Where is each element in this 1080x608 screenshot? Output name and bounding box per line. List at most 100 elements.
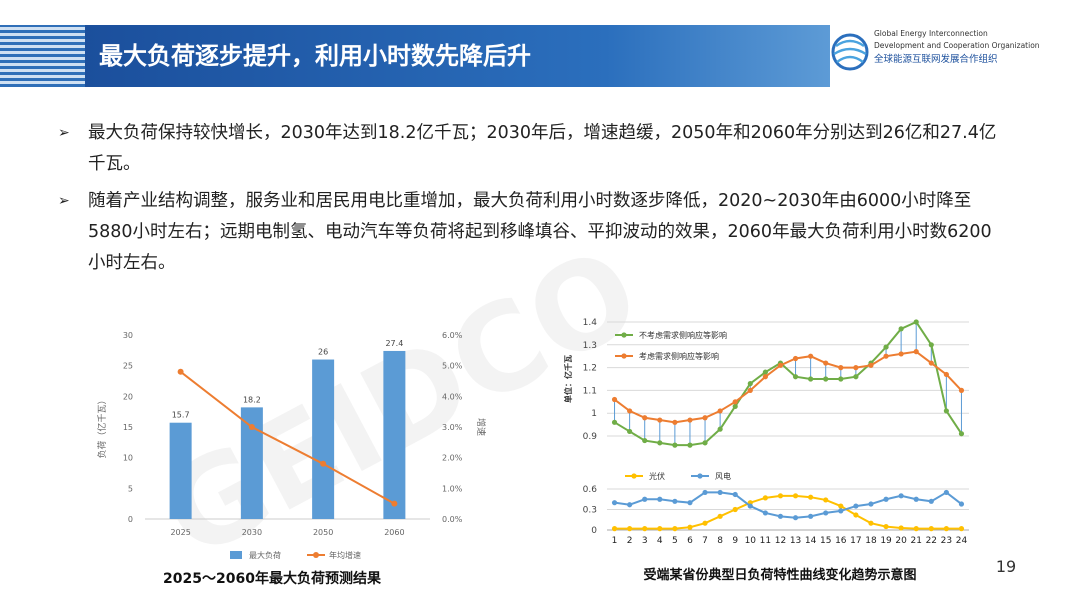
line-point — [657, 440, 663, 446]
x-tick-label: 2060 — [384, 528, 404, 537]
y-tick-label: 30 — [123, 331, 133, 340]
legend-label: 不考虑需求侧响应等影响 — [639, 330, 727, 340]
line-point — [913, 349, 919, 355]
header-stripes — [0, 25, 85, 87]
value-label: 15.7 — [172, 411, 190, 420]
line-point — [868, 520, 874, 526]
y2-axis-title: 增速 — [475, 418, 487, 436]
x-tick-label: 13 — [790, 536, 801, 546]
x-tick-label: 10 — [745, 536, 757, 546]
line-point — [777, 362, 784, 368]
line-point — [657, 526, 663, 532]
line-point — [687, 500, 693, 506]
x-tick-label: 14 — [805, 536, 817, 546]
line-point — [853, 374, 859, 380]
line-point — [672, 442, 678, 448]
slide-title: 最大负荷逐步提升，利用小时数先降后升 — [99, 42, 531, 70]
x-tick-label: 4 — [657, 536, 663, 546]
x-tick-label: 2050 — [313, 528, 333, 537]
header-banner: 最大负荷逐步提升，利用小时数先降后升 — [85, 25, 830, 87]
line-point — [391, 500, 398, 507]
line-point — [883, 353, 889, 359]
line-point — [823, 510, 829, 516]
line — [613, 350, 963, 424]
legend-swatch — [631, 473, 637, 479]
line-point — [717, 513, 723, 519]
legend-swatch — [230, 551, 242, 559]
chart-caption: 2025～2060年最大负荷预测结果 — [163, 570, 382, 587]
bar — [240, 407, 263, 519]
bar — [383, 350, 406, 519]
line-point — [611, 500, 618, 506]
line-point — [928, 360, 934, 366]
y2-tick-label: 0.0% — [442, 515, 463, 524]
line-point — [642, 496, 648, 502]
line-point — [928, 498, 934, 504]
line-point — [611, 419, 618, 425]
y2-tick-label: 5.0% — [442, 362, 463, 371]
line-point — [823, 497, 829, 503]
x-tick-label: 9 — [732, 536, 738, 546]
line-point — [883, 523, 889, 530]
y-tick-label: 20 — [123, 392, 133, 401]
line-point — [762, 374, 768, 380]
x-tick-label: 7 — [702, 536, 708, 546]
bullet-list: ➢ 最大负荷保持较快增长，2030年达到18.2亿千瓦；2030年后，增速趋缓，2… — [56, 118, 1006, 285]
line-point — [808, 353, 814, 359]
bullet: ➢ 随着产业结构调整，服务业和居民用电比重增加，最大负荷利用小时数逐步降低，202… — [58, 191, 992, 273]
line-point — [732, 399, 738, 405]
line-point — [898, 525, 904, 531]
line-point — [611, 526, 618, 532]
line-point — [672, 419, 678, 425]
y-tick-label: 1.2 — [583, 364, 597, 374]
line-point — [943, 526, 949, 532]
bar — [169, 422, 192, 519]
line-point — [320, 460, 327, 467]
line-point — [657, 417, 663, 423]
line — [614, 320, 963, 447]
logo-icon — [831, 33, 869, 71]
value-label: 27.4 — [385, 339, 403, 348]
line-point — [672, 498, 678, 504]
line-point — [642, 415, 648, 421]
x-tick-label: 21 — [910, 536, 921, 546]
line-point — [792, 374, 799, 380]
y2-tick-label: 2.0% — [442, 454, 463, 463]
line-point — [808, 376, 814, 382]
y-tick-label: 15 — [123, 423, 133, 432]
line-point — [868, 362, 874, 368]
x-tick-label: 16 — [835, 536, 847, 546]
line-point — [838, 508, 844, 514]
x-tick-label: 1 — [612, 536, 618, 546]
logo-icon — [833, 39, 867, 64]
logo-text: Global Energy Interconnection — [874, 29, 988, 38]
line-point — [732, 491, 738, 498]
y-axis-title: 负荷（亿千瓦） — [96, 395, 108, 458]
line-point — [747, 387, 753, 393]
line-point — [958, 501, 965, 507]
line-point — [792, 355, 799, 362]
line-point — [808, 494, 814, 500]
line-point — [823, 360, 829, 366]
y-tick-label: 25 — [123, 362, 133, 371]
line-point — [762, 495, 768, 501]
legend-swatch — [697, 473, 703, 479]
line-point — [177, 368, 184, 375]
line-point — [687, 417, 693, 423]
line-point — [702, 520, 708, 526]
line-point — [627, 526, 633, 532]
legend-label: 最大负荷 — [249, 550, 281, 560]
line-point — [747, 380, 753, 387]
y-tick-label: 1.4 — [583, 318, 598, 328]
legend-swatch — [621, 332, 627, 338]
line-point — [943, 489, 949, 496]
legend-label: 光伏 — [649, 471, 665, 481]
line-point — [958, 387, 965, 393]
x-tick-label: 5 — [672, 536, 678, 546]
line-point — [657, 496, 663, 502]
legend-swatch — [621, 353, 627, 359]
y-tick-label: 0 — [591, 526, 597, 536]
line-point — [717, 489, 723, 496]
x-tick-label: 20 — [895, 536, 907, 546]
x-tick-label: 2030 — [242, 528, 262, 537]
